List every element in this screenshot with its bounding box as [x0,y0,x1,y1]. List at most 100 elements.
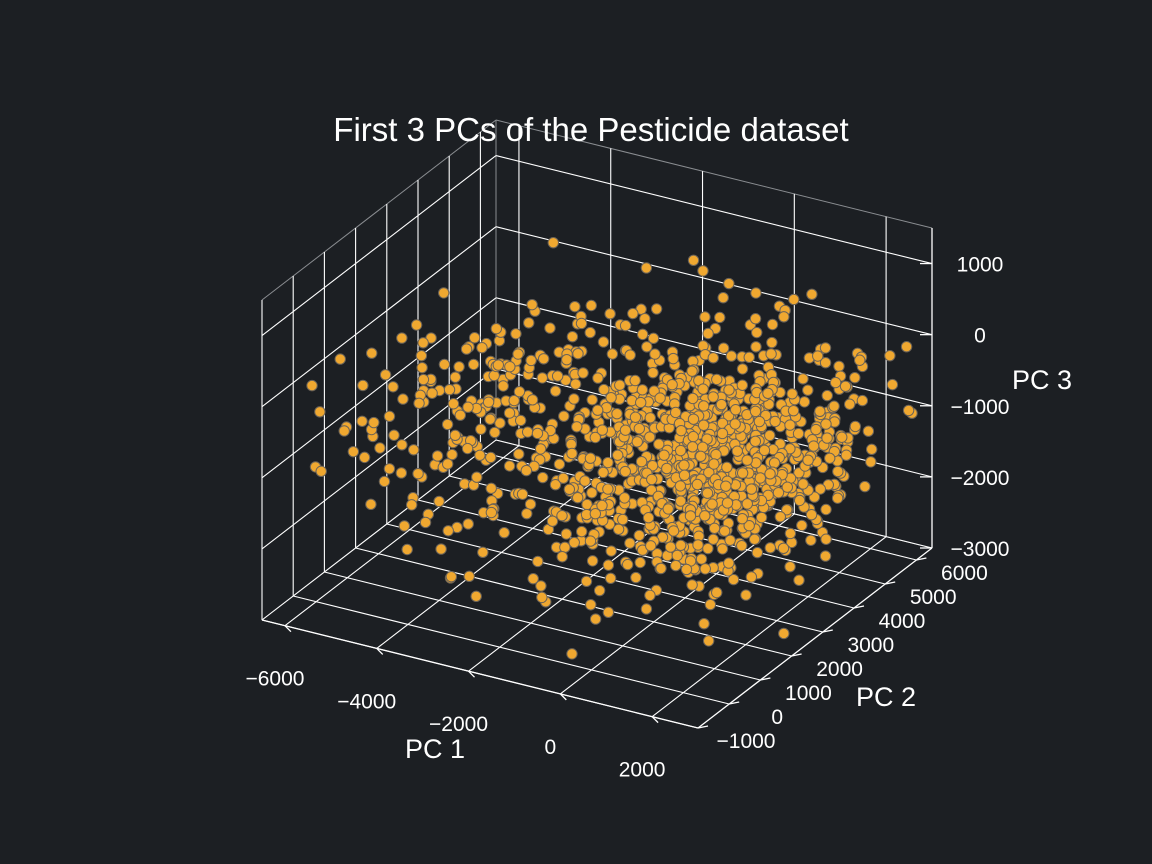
data-point [793,574,805,586]
data-point [592,372,604,384]
data-point [741,454,753,466]
data-point [482,396,495,408]
data-point [629,374,641,387]
data-point [589,613,602,625]
x-tick-label-2: −2000 [429,713,488,736]
data-point [383,410,396,423]
data-point [781,481,794,493]
data-point [727,573,740,586]
data-point [849,420,862,433]
grid-y-floor-3 [355,547,792,657]
data-point [526,394,539,406]
data-point [806,288,818,300]
data-point [692,539,704,551]
data-point [819,342,832,354]
data-point [674,480,687,492]
data-point [810,423,822,436]
data-point [821,389,833,402]
data-point [597,336,610,348]
data-point [786,388,798,400]
y-tick-6 [885,581,896,585]
data-point [819,550,832,562]
data-point [793,494,806,507]
data-point [537,471,549,484]
data-point [778,311,790,323]
data-point [485,451,497,464]
data-point [853,354,866,366]
data-point [365,498,377,511]
data-point [807,440,820,452]
data-point [859,480,871,493]
data-point [521,426,534,438]
data-point [334,353,346,365]
data-point [686,441,699,453]
data-point [768,457,781,469]
data-point [602,483,614,495]
data-point [526,298,538,311]
data-point [755,511,768,524]
data-point [417,337,429,349]
data-point [814,405,826,418]
data-point [886,378,899,391]
data-point [675,539,687,551]
data-point [498,526,510,539]
data-point [701,487,714,499]
data-point [549,479,562,491]
data-point [396,439,408,451]
data-point [647,332,660,345]
data-point [649,348,661,360]
data-point [524,498,537,510]
data-point [631,436,643,448]
data-point [585,599,597,611]
y-tick-label-7: 6000 [941,562,988,585]
data-point [591,404,604,416]
data-point [836,431,848,443]
data-point [831,492,844,504]
data-point [474,449,486,462]
data-point [805,534,817,546]
data-point [777,542,790,554]
data-point [797,478,809,490]
data-point [680,563,693,576]
data-point [884,349,896,362]
data-point [832,465,844,478]
data-point [462,401,474,413]
data-point [566,331,579,343]
data-point [572,347,584,360]
data-point [716,543,729,555]
data-point [764,429,776,442]
data-point [699,563,711,575]
data-point [589,507,602,520]
data-point [584,326,596,339]
data-point [470,590,482,603]
data-point [553,458,566,470]
data-point [633,422,646,435]
data-point [605,391,617,404]
data-point [725,350,738,362]
data-point [314,406,326,418]
data-point [586,555,599,567]
data-point [366,347,378,359]
data-point [698,617,710,630]
data-point [494,417,506,429]
data-point [356,415,368,427]
axis-labels: First 3 PCs of the Pesticide dataset PC … [333,111,1072,764]
data-point [650,303,663,315]
y-tick-label-2: 1000 [785,682,832,705]
y-tick-2 [760,677,771,681]
data-point [819,357,832,369]
data-point [820,503,832,516]
data-point [388,429,400,441]
data-point [749,405,762,418]
data-point [438,358,451,371]
data-point [805,508,818,521]
data-point [699,311,711,323]
data-point [527,572,539,585]
data-point [520,464,533,477]
data-point [604,308,616,320]
data-point [900,341,913,353]
data-point [568,536,580,549]
data-point [824,452,836,464]
data-point [485,506,498,519]
data-point [829,376,842,389]
